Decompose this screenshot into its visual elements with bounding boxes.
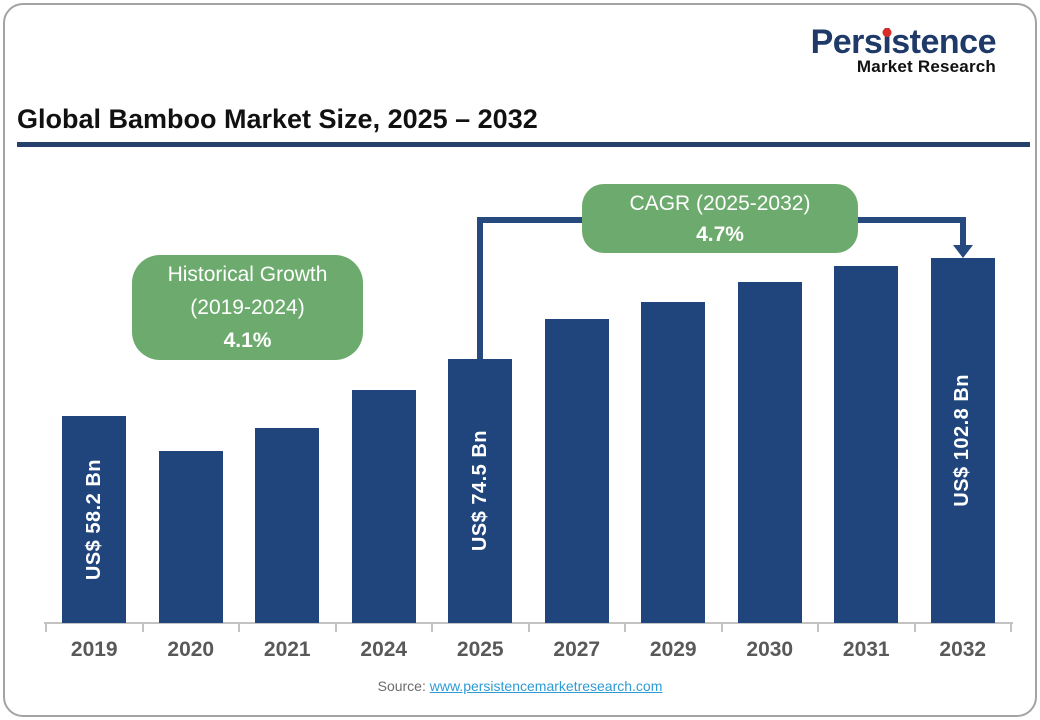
persistence-market-research-logo: Persi stence Market Research [810,23,997,77]
bar-2024 [351,390,416,623]
x-axis-tick [817,623,819,632]
bar-2021 [255,427,320,623]
red-dot-icon [882,28,892,37]
year-label-2031: 2031 [842,638,890,661]
x-axis-tick [238,623,240,632]
cagr-label: CAGR (2025-2032) [629,191,811,215]
title-underline [17,142,1030,147]
historical-growth-value: 4.1% [223,329,272,352]
historical-growth-label: Historical Growth [167,263,328,286]
bar-2031 [834,266,899,623]
x-axis-tick [431,623,433,632]
bar-2029 [641,301,706,623]
bar-2030 [737,282,802,623]
source-link[interactable]: www.persistencemarketresearch.com [429,678,663,694]
arrow-down-icon [952,245,973,259]
bar-2027 [544,319,609,623]
year-label-2024: 2024 [360,638,408,661]
historical-growth-period: (2019-2024) [190,296,305,319]
x-axis-tick [334,623,337,632]
bar-value-label-2019: US$ 58.2 Bn [82,459,105,581]
year-label-2020: 2020 [167,638,215,661]
year-label-2025: 2025 [456,638,504,661]
logo-subtitle: Market Research [856,57,996,76]
year-label-2027: 2027 [553,638,601,661]
bar-2025: US$ 74.5 Bn [448,358,513,623]
year-label-2032: 2032 [939,638,987,661]
logo-brand-text: Persi stence [810,23,997,61]
x-axis-tick [720,623,723,632]
bar-2032: US$ 102.8 Bn [930,258,995,623]
source-prefix: Source: [377,678,430,694]
logo-brand-post: stence [891,23,996,61]
cagr-connector-right-leg [959,220,966,247]
cagr-connector-left-leg [477,220,484,359]
bar-2019: US$ 58.2 Bn [62,416,127,623]
year-label-2029: 2029 [649,638,697,661]
x-axis-tick [1010,623,1012,632]
year-label-2021: 2021 [263,638,311,661]
x-axis-tick [624,623,626,632]
bar-2020 [158,450,223,623]
logo-brand-i: i [882,23,892,61]
cagr-value: 4.7% [696,222,744,246]
bar-value-label-2032: US$ 102.8 Bn [951,374,974,507]
x-axis-tick [141,623,144,632]
x-axis-tick [45,623,47,632]
x-axis-tick [913,623,916,632]
year-label-2019: 2019 [70,638,118,661]
x-axis-tick [527,623,530,632]
year-label-2030: 2030 [746,638,794,661]
bar-value-label-2025: US$ 74.5 Bn [468,430,491,552]
page-title: Global Bamboo Market Size, 2025 – 2032 [17,104,538,134]
logo-brand-pre: Pers [810,23,883,61]
source-line: Source: www.persistencemarketresearch.co… [0,678,1040,694]
historical-growth-callout: Historical Growth (2019-2024) 4.1% [132,255,363,360]
cagr-callout: CAGR (2025-2032) 4.7% [582,184,858,253]
